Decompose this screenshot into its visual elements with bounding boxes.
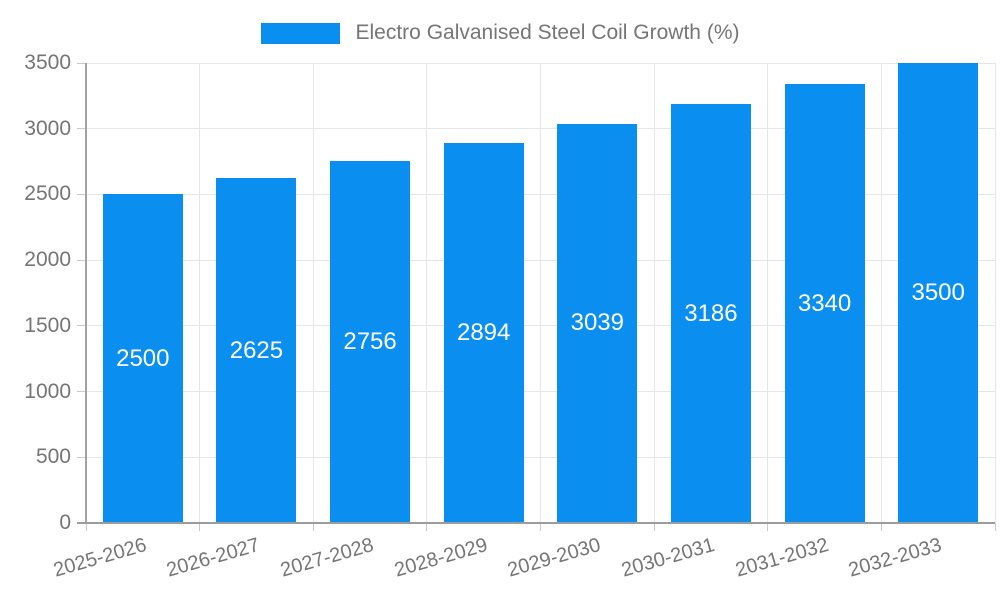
legend-item[interactable]: Electro Galvanised Steel Coil Growth (%) [0, 21, 1000, 45]
y-axis-tick [77, 456, 86, 458]
bar [216, 178, 297, 523]
x-gridline [994, 63, 996, 523]
y-tick-label: 2000 [24, 248, 71, 272]
x-axis-tick [880, 523, 882, 531]
y-axis-tick [77, 128, 86, 130]
y-axis-tick [77, 62, 86, 64]
x-axis-tick [767, 523, 769, 531]
x-axis-tick [653, 523, 655, 531]
bar [102, 194, 183, 523]
bar [557, 123, 638, 523]
bar-value-label: 2500 [116, 344, 170, 372]
y-axis-tick [77, 325, 86, 327]
x-axis-tick [994, 523, 996, 531]
x-gridline [880, 63, 882, 523]
bar [898, 63, 979, 523]
bar-value-label: 3340 [797, 289, 852, 317]
legend-label: Electro Galvanised Steel Coil Growth (%) [355, 21, 740, 44]
y-tick-label: 3000 [24, 116, 71, 140]
bar-value-label: 2625 [229, 336, 284, 364]
x-axis-tick [85, 523, 87, 531]
x-gridline [199, 63, 201, 523]
x-gridline [426, 63, 428, 523]
y-tick-label: 2500 [24, 182, 71, 206]
bar-value-label: 2894 [456, 318, 511, 346]
x-gridline [312, 63, 314, 523]
x-axis-tick [540, 523, 541, 531]
y-tick-label: 500 [35, 445, 71, 469]
bar [443, 142, 524, 523]
y-tick-label: 1500 [24, 313, 71, 337]
x-axis-baseline [77, 522, 995, 524]
bar [784, 84, 865, 523]
x-axis-tick [199, 523, 201, 531]
bar [330, 160, 411, 523]
x-axis-tick [312, 523, 314, 531]
x-gridline [653, 63, 655, 523]
y-axis-tick [77, 391, 86, 393]
bar-value-label: 3039 [570, 309, 624, 337]
x-gridline [767, 63, 769, 523]
y-axis-tick [77, 259, 86, 261]
y-tick-label: 1000 [24, 379, 71, 403]
y-tick-label: 0 [59, 511, 71, 534]
bar-value-label: 2756 [343, 327, 397, 355]
x-gridline [540, 63, 541, 523]
legend-swatch [260, 22, 340, 44]
x-axis-tick [426, 523, 428, 531]
y-tick-label: 3500 [24, 51, 71, 74]
y-axis-tick [77, 193, 86, 195]
bar [670, 104, 751, 523]
bar-value-label: 3500 [911, 279, 965, 306]
bar-value-label: 3186 [684, 299, 738, 327]
y-axis-line [85, 63, 87, 523]
